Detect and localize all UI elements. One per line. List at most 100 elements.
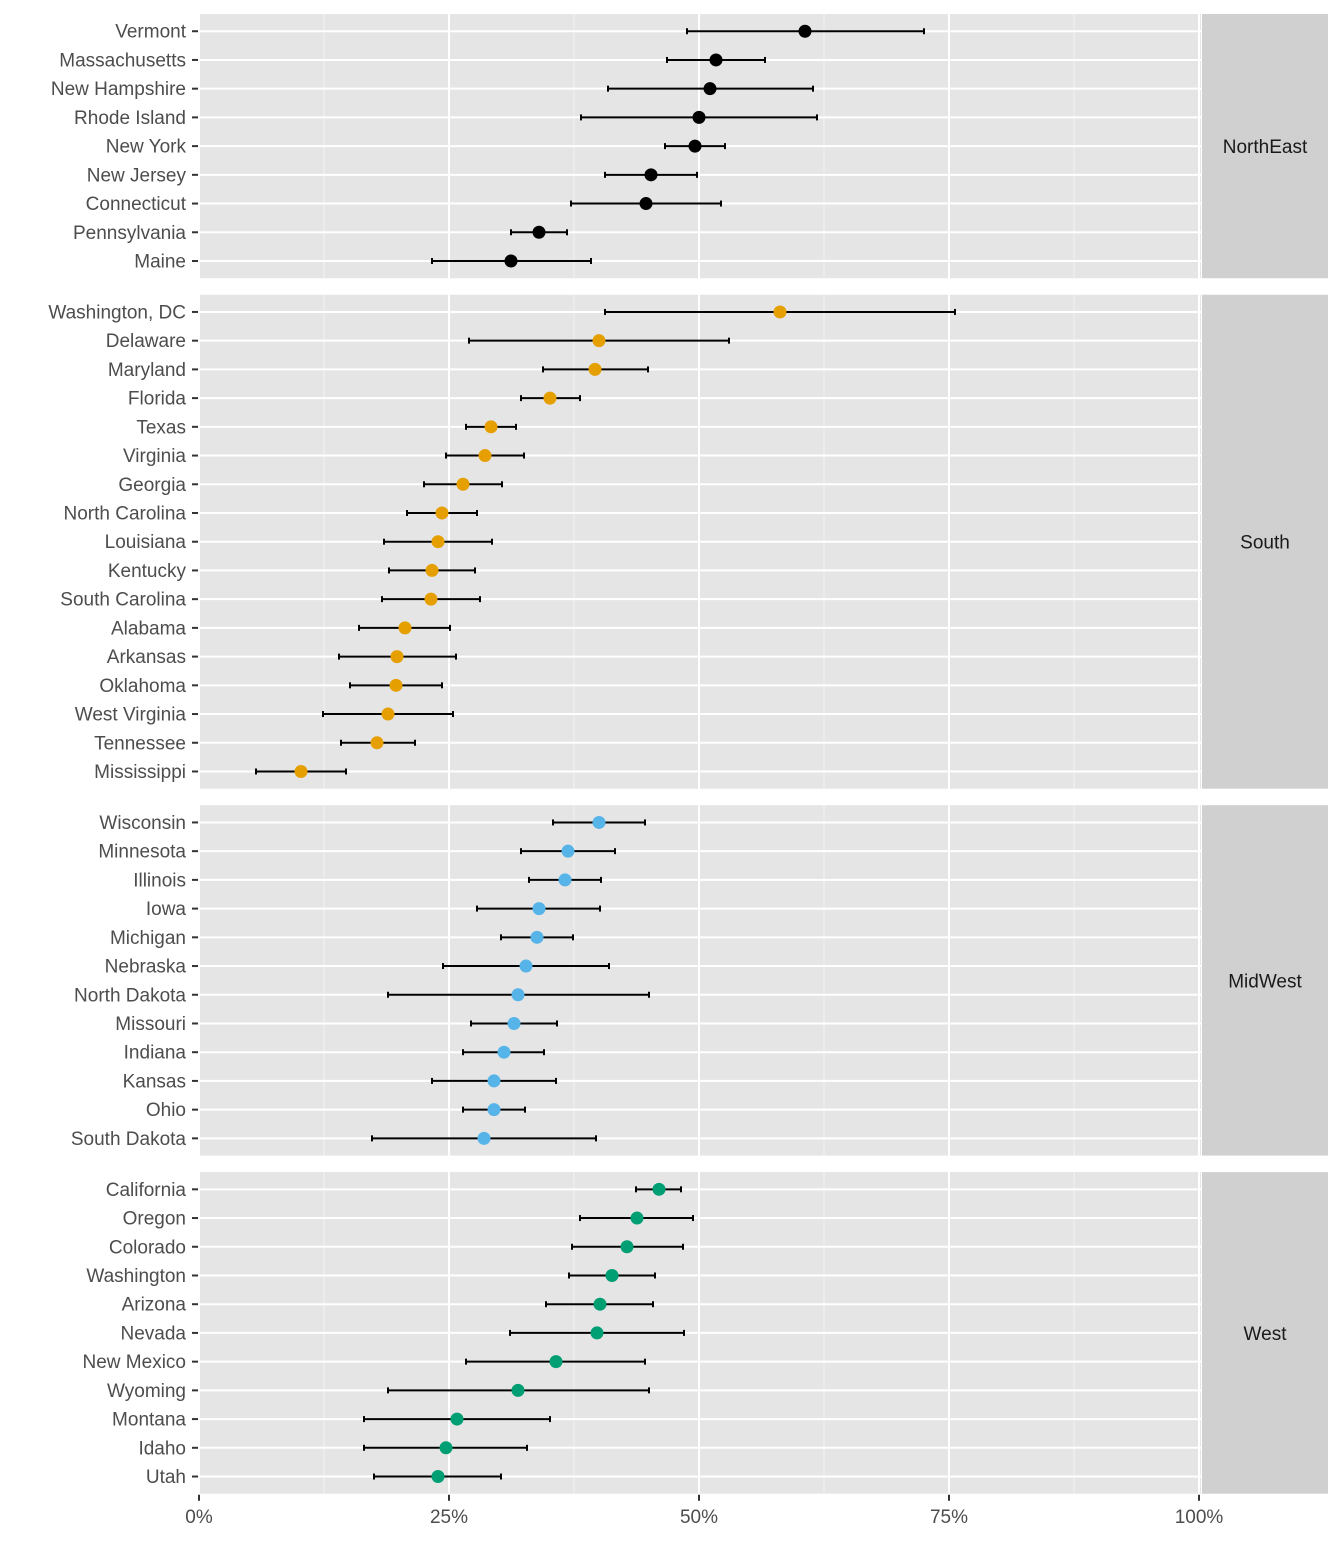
y-tick-label: Nevada <box>121 1323 187 1344</box>
y-tick-label: Colorado <box>109 1237 186 1258</box>
y-tick-label: Kentucky <box>108 561 187 582</box>
y-tick-label: Indiana <box>124 1043 187 1064</box>
data-point <box>511 1383 525 1397</box>
data-point <box>592 334 606 348</box>
y-tick-label: California <box>106 1180 187 1201</box>
data-point <box>487 1103 501 1117</box>
y-tick-label: Nebraska <box>105 957 187 978</box>
data-row: Washington, DC <box>48 302 956 323</box>
data-row: Nevada <box>121 1323 685 1344</box>
y-tick-label: Vermont <box>115 22 186 43</box>
data-row: Alabama <box>111 618 451 639</box>
data-row: Kentucky <box>108 561 476 582</box>
data-point <box>630 1211 644 1225</box>
y-tick-label: Missouri <box>115 1014 186 1035</box>
data-row: Ohio <box>146 1100 526 1121</box>
data-point <box>558 873 572 887</box>
data-point <box>593 1297 607 1311</box>
x-tick-label: 100% <box>1175 1507 1224 1528</box>
data-point <box>425 563 439 577</box>
data-point <box>703 82 717 96</box>
data-point <box>644 168 658 182</box>
data-row: Colorado <box>109 1237 684 1258</box>
y-tick-label: Wyoming <box>107 1381 186 1402</box>
y-tick-label: New Hampshire <box>51 79 186 100</box>
y-tick-label: Massachusetts <box>59 50 186 71</box>
y-tick-label: Minnesota <box>98 842 186 863</box>
data-row: West Virginia <box>75 705 454 726</box>
facet-panel-northeast: Vermont Massachusetts New Hampshire Rhode I… <box>51 14 1328 279</box>
data-point <box>477 1131 491 1145</box>
facet-strip-label: West <box>1244 1324 1288 1345</box>
panel-background <box>200 805 1201 1156</box>
y-tick-label: Idaho <box>138 1438 186 1459</box>
data-row: Massachusetts <box>59 50 766 71</box>
y-tick-label: Virginia <box>123 446 186 467</box>
data-point <box>530 930 544 944</box>
data-point <box>456 477 470 491</box>
data-row: Tennessee <box>94 733 416 754</box>
y-tick-label: Arkansas <box>107 647 186 668</box>
y-tick-label: Kansas <box>123 1071 186 1092</box>
facet-strip <box>1202 294 1328 789</box>
y-tick-label: Rhode Island <box>74 108 186 129</box>
y-tick-label: Georgia <box>118 475 186 496</box>
y-tick-label: South Dakota <box>71 1129 187 1150</box>
data-point <box>590 1326 604 1340</box>
y-tick-label: Washington, DC <box>48 302 186 323</box>
data-row: Michigan <box>110 928 574 949</box>
data-row: Connecticut <box>86 194 722 215</box>
data-point <box>532 225 546 239</box>
data-row: California <box>106 1180 682 1201</box>
data-point <box>398 621 412 635</box>
y-tick-label: Iowa <box>146 899 187 920</box>
data-row: Missouri <box>115 1014 558 1035</box>
y-tick-label: Florida <box>128 389 187 410</box>
data-row: South Dakota <box>71 1129 597 1150</box>
data-row: Illinois <box>133 870 602 891</box>
data-point <box>435 506 449 520</box>
data-point <box>620 1240 634 1254</box>
data-point <box>487 1074 501 1088</box>
data-row: Washington <box>86 1266 656 1287</box>
data-row: Florida <box>128 389 581 410</box>
data-point <box>504 254 518 268</box>
y-tick-label: New York <box>106 137 187 158</box>
y-tick-label: North Carolina <box>64 503 187 524</box>
y-tick-label: Illinois <box>133 870 186 891</box>
facet-panel-south: Washington, DC Delaware Maryland Florida Tex… <box>48 294 1328 789</box>
data-row: North Dakota <box>74 985 650 1006</box>
data-row: Rhode Island <box>74 108 818 129</box>
y-tick-label: Michigan <box>110 928 186 949</box>
y-tick-label: Texas <box>136 417 186 438</box>
data-point <box>549 1355 563 1369</box>
y-tick-label: Washington <box>86 1266 186 1287</box>
x-tick-label: 50% <box>680 1507 718 1528</box>
data-point <box>497 1045 511 1059</box>
data-point <box>652 1182 666 1196</box>
data-point <box>370 736 384 750</box>
y-tick-label: Ohio <box>146 1100 186 1121</box>
data-point <box>450 1412 464 1426</box>
data-row: New Hampshire <box>51 79 814 100</box>
y-tick-label: Tennessee <box>94 733 186 754</box>
data-row: Kansas <box>123 1071 557 1092</box>
data-point <box>507 1016 521 1030</box>
data-row: Louisiana <box>105 532 493 553</box>
data-row: Iowa <box>146 899 601 920</box>
y-tick-label: New Jersey <box>87 165 187 186</box>
y-tick-label: Montana <box>112 1410 186 1431</box>
data-row: Mississippi <box>94 762 347 783</box>
data-row: South Carolina <box>60 590 481 611</box>
facet-strip <box>1202 805 1328 1156</box>
facet-strip <box>1202 14 1328 279</box>
y-tick-label: Maryland <box>108 360 186 381</box>
data-row: Georgia <box>118 475 503 496</box>
y-tick-label: Oklahoma <box>99 676 186 697</box>
data-point <box>639 197 653 211</box>
y-tick-label: Maine <box>134 251 186 272</box>
data-point <box>773 305 787 319</box>
data-row: Wisconsin <box>99 813 646 834</box>
facet-panel-midwest: Wisconsin Minnesota Illinois Iowa Michigan Ne… <box>71 805 1328 1156</box>
facet-strip <box>1202 1172 1328 1494</box>
